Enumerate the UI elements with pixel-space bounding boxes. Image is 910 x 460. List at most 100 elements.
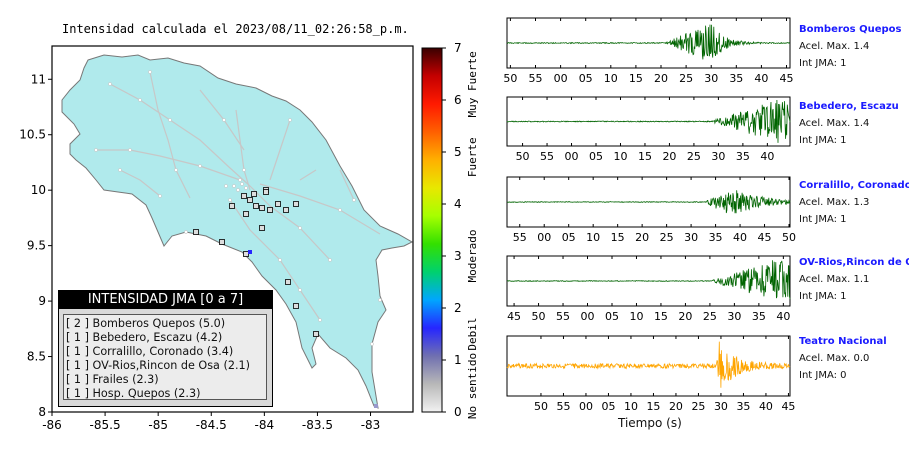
map-x-tick-label: -85.5 xyxy=(90,418,121,432)
waveform-x-tick-label: 15 xyxy=(611,231,625,244)
map-x-tick-label: -83.5 xyxy=(302,418,333,432)
waveform-x-tick-label: 50 xyxy=(516,150,530,163)
colorbar-tick-label: 1 xyxy=(454,353,462,367)
station-info-bebedero-escazu: Bebedero, Escazu Acel. Max. 1.4 Int JMA:… xyxy=(799,101,909,146)
station-int: Int JMA: 1 xyxy=(799,214,847,225)
waveform-x-tick-label: 00 xyxy=(554,72,568,85)
waveform-x-tick-label: 35 xyxy=(736,400,750,413)
waveform-panel: 50 55 00 05 10 15 20 25 30 35 40 45 xyxy=(503,17,794,85)
waveform-x-tick-label: 55 xyxy=(540,150,554,163)
waveform-x-tick-label: 05 xyxy=(589,150,603,163)
colorbar-category-label: Debil xyxy=(466,317,479,350)
station-acel: Acel. Max. 0.0 xyxy=(799,353,870,364)
legend-item: [ 1 ] Frailes (2.3) xyxy=(66,373,159,386)
city-marker xyxy=(352,198,356,202)
city-marker xyxy=(184,230,188,234)
station-name: Bomberos Quepos xyxy=(799,24,902,35)
colorbar-tick-label: 7 xyxy=(454,41,462,55)
legend-box: INTENSIDAD JMA [0 a 7] [ 2 ] Bomberos Qu… xyxy=(58,290,273,407)
station-info-corralillo-coronado: Corralillo, Coronado Acel. Max. 1.3 Int … xyxy=(799,180,909,225)
station-marker xyxy=(229,203,235,209)
city-marker xyxy=(148,70,152,74)
waveform-x-tick-label: 55 xyxy=(513,231,527,244)
city-marker xyxy=(328,258,332,262)
station-marker xyxy=(248,250,252,254)
city-marker xyxy=(198,164,202,168)
station-int: Int JMA: 0 xyxy=(799,370,847,381)
waveform-x-axis-label: Tiempo (s) xyxy=(618,416,682,430)
station-acel: Acel. Max. 1.4 xyxy=(799,118,870,129)
station-marker xyxy=(283,207,289,213)
waveform-x-tick-label: 40 xyxy=(754,72,768,85)
colorbar-category-label: Muy Fuerte xyxy=(466,51,479,117)
map-y-tick-label: 10 xyxy=(31,183,46,197)
station-info-bomberos-quepos: Bomberos Quepos Acel. Max. 1.4 Int JMA: … xyxy=(799,24,909,69)
map-x-tick-label: -84 xyxy=(255,418,275,432)
map-y-tick-label: 11 xyxy=(31,72,46,86)
city-marker xyxy=(238,178,242,182)
city-marker xyxy=(232,184,236,188)
waveform-x-tick-label: 30 xyxy=(714,400,728,413)
waveform-x-tick-label: 20 xyxy=(654,72,668,85)
colorbar-tick-label: 6 xyxy=(454,93,462,107)
waveform-panel: 45 50 55 00 05 10 15 20 25 30 35 40 xyxy=(506,255,791,323)
station-marker xyxy=(374,404,378,408)
waveform-x-tick-label: 00 xyxy=(581,310,595,323)
station-marker xyxy=(275,201,281,207)
waveform-x-tick-label: 50 xyxy=(782,231,796,244)
road-network xyxy=(96,71,381,321)
waveform-x-tick-label: 10 xyxy=(629,310,643,323)
waveform-x-tick-label: 30 xyxy=(684,231,698,244)
waveform-x-tick-label: 55 xyxy=(556,310,570,323)
station-marker xyxy=(267,207,273,213)
station-marker xyxy=(243,211,249,217)
city-marker xyxy=(242,168,246,172)
station-marker xyxy=(247,197,253,203)
waveform-x-tick-label: 40 xyxy=(733,231,747,244)
city-marker xyxy=(240,182,244,186)
station-marker xyxy=(263,189,269,195)
city-marker xyxy=(278,258,282,262)
station-acel: Acel. Max. 1.4 xyxy=(799,41,870,52)
waveform-x-tick-label: 05 xyxy=(562,231,576,244)
legend-item: [ 1 ] Bebedero, Escazu (4.2) xyxy=(66,331,223,344)
waveform-x-tick-label: 40 xyxy=(776,310,790,323)
waveform-x-tick-label: 10 xyxy=(586,231,600,244)
city-marker xyxy=(228,198,232,202)
city-marker xyxy=(168,118,172,122)
waveform-x-tick-label: 20 xyxy=(635,231,649,244)
waveform-x-tick-label: 05 xyxy=(579,72,593,85)
map-markers xyxy=(94,70,382,408)
colorbar-category-label: Fuerte xyxy=(466,137,479,177)
colorbar-gradient xyxy=(421,47,443,413)
city-marker xyxy=(236,188,240,192)
map-x-tick-label: -83 xyxy=(361,418,381,432)
waveform-x-tick-label: 20 xyxy=(669,400,683,413)
waveform-x-tick-label: 55 xyxy=(556,400,570,413)
waveform-x-tick-label: 20 xyxy=(678,310,692,323)
waveform-x-tick-label: 35 xyxy=(736,150,750,163)
station-name: OV-Rios,Rincon de Osa xyxy=(799,257,909,268)
station-marker xyxy=(241,193,247,199)
waveform-x-tick-label: 00 xyxy=(565,150,579,163)
station-int: Int JMA: 1 xyxy=(799,291,847,302)
waveform-x-tick-label: 00 xyxy=(537,231,551,244)
legend-item: [ 2 ] Bomberos Quepos (5.0) xyxy=(66,317,226,330)
city-marker xyxy=(222,118,226,122)
waveform-x-tick-label: 15 xyxy=(629,72,643,85)
waveform-x-tick-label: 25 xyxy=(687,150,701,163)
waveform-x-tick-label: 15 xyxy=(638,150,652,163)
waveform-x-tick-label: 45 xyxy=(507,310,521,323)
map-y-tick-label: 9 xyxy=(38,294,46,308)
colorbar-tick-label: 3 xyxy=(454,249,462,263)
city-marker xyxy=(138,98,142,102)
waveform-x-tick-label: 35 xyxy=(752,310,766,323)
map-axis-ticks: -86 -85.5 -85 -84.5 -84 -83.5 -83 11 10.5 10 9.5 9 8… xyxy=(19,72,380,432)
station-name: Corralillo, Coronado xyxy=(799,180,909,191)
colorbar: 0 1 2 3 4 5 6 7 No sentido Debil Moderado Fuerte Muy… xyxy=(421,41,479,419)
map-y-tick-label: 10.5 xyxy=(19,128,46,142)
waveform-x-tick-label: 45 xyxy=(780,72,794,85)
legend-list: [ 2 ] Bomberos Quepos (5.0) [ 1 ] Bebede… xyxy=(63,314,267,400)
legend-item: [ 1 ] Hosp. Quepos (2.3) xyxy=(66,387,201,400)
waveform-x-tick-label: 30 xyxy=(711,150,725,163)
